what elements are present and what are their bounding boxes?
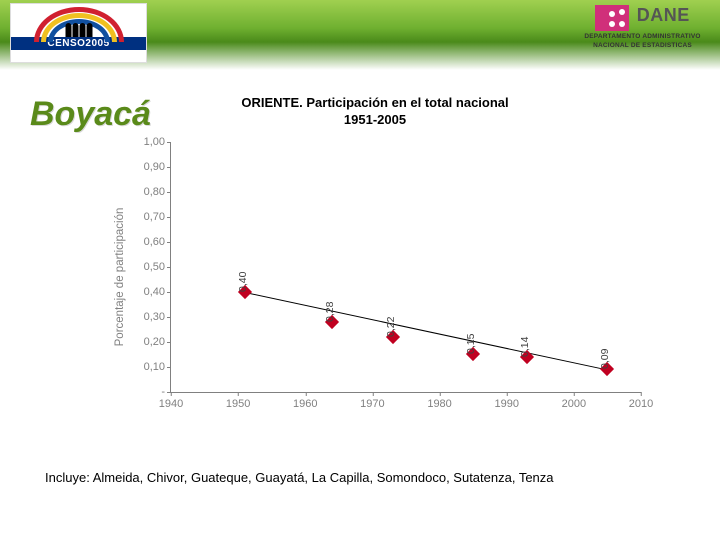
data-label: 0,09 bbox=[599, 349, 611, 369]
data-label: 0,14 bbox=[519, 336, 531, 356]
footnote: Incluye: Almeida, Chivor, Guateque, Guay… bbox=[45, 470, 554, 485]
y-axis-label: Porcentaje de participación bbox=[114, 207, 126, 346]
dane-mark-icon bbox=[595, 5, 629, 31]
chart-title-line1: ORIENTE. Participación en el total nacio… bbox=[241, 95, 508, 110]
dane-label: DANE bbox=[637, 5, 690, 26]
y-tick: 0,40 bbox=[133, 286, 165, 298]
rainbow-icon bbox=[39, 7, 119, 37]
y-tick: 0,60 bbox=[133, 236, 165, 248]
data-label: 0,15 bbox=[465, 334, 477, 354]
y-tick: 0,50 bbox=[133, 261, 165, 273]
y-tick: - bbox=[133, 386, 165, 398]
y-tick: 1,00 bbox=[133, 136, 165, 148]
x-tick: 2000 bbox=[562, 398, 586, 410]
data-label: 0,22 bbox=[385, 316, 397, 336]
dane-subtitle-1: DEPARTAMENTO ADMINISTRATIVO bbox=[575, 33, 710, 40]
chart-title: ORIENTE. Participación en el total nacio… bbox=[95, 95, 655, 129]
chart-title-line2: 1951-2005 bbox=[344, 112, 406, 127]
y-tick: 0,10 bbox=[133, 361, 165, 373]
data-label: 0,40 bbox=[237, 271, 249, 291]
chart-area: ORIENTE. Participación en el total nacio… bbox=[95, 95, 655, 417]
y-tick: 0,20 bbox=[133, 336, 165, 348]
x-tick: 1960 bbox=[293, 398, 317, 410]
header-banner: CENSO2005 DANE DEPARTAMENTO ADMINISTRATI… bbox=[0, 0, 720, 70]
x-tick: 1980 bbox=[427, 398, 451, 410]
x-tick: 2010 bbox=[629, 398, 653, 410]
trend-line bbox=[245, 292, 608, 371]
dane-logo: DANE bbox=[595, 5, 689, 31]
censo-logo: CENSO2005 bbox=[10, 3, 147, 63]
y-tick: 0,80 bbox=[133, 186, 165, 198]
y-tick: 0,70 bbox=[133, 211, 165, 223]
y-tick: 0,30 bbox=[133, 311, 165, 323]
x-tick: 1970 bbox=[360, 398, 384, 410]
chart-box: Porcentaje de participación 1,000,900,80… bbox=[130, 137, 655, 417]
dane-logo-area: DANE DEPARTAMENTO ADMINISTRATIVO NACIONA… bbox=[575, 5, 710, 49]
data-label: 0,28 bbox=[324, 301, 336, 321]
y-tick: 0,90 bbox=[133, 161, 165, 173]
dane-subtitle-2: NACIONAL DE ESTADISTICAS bbox=[575, 42, 710, 49]
x-tick: 1950 bbox=[226, 398, 250, 410]
plot-region: 1,000,900,800,700,600,500,400,300,200,10… bbox=[170, 142, 641, 393]
x-tick: 1940 bbox=[159, 398, 183, 410]
x-tick: 1990 bbox=[494, 398, 518, 410]
